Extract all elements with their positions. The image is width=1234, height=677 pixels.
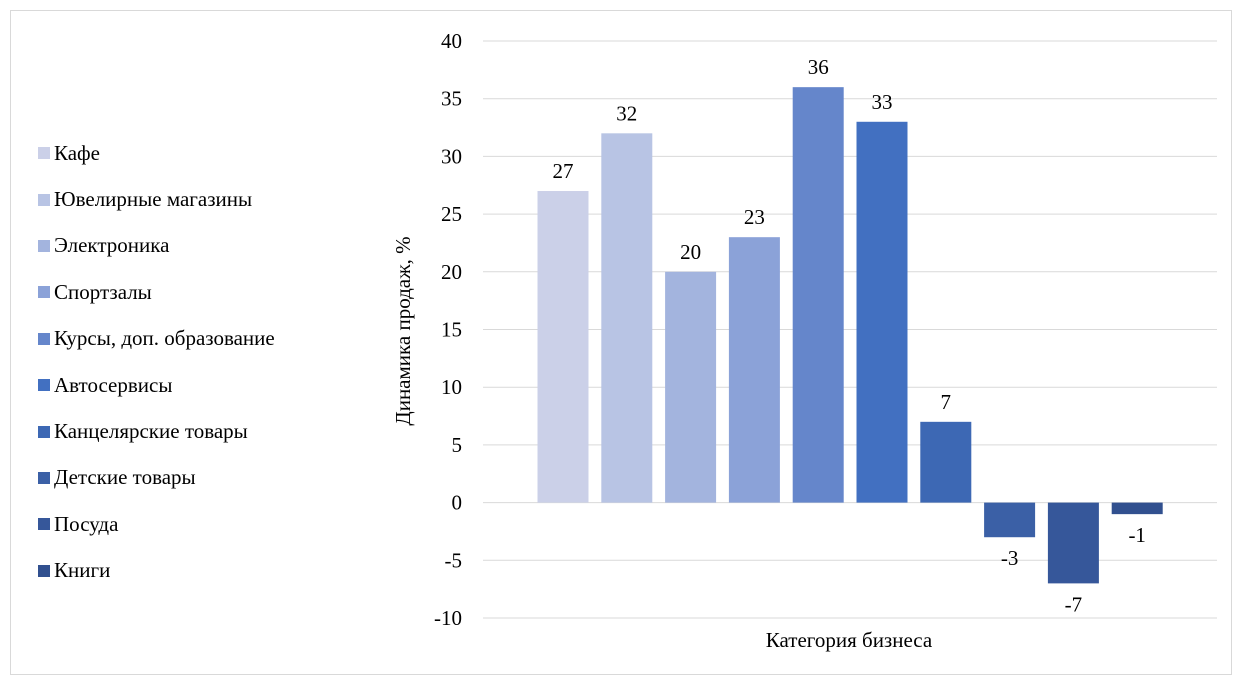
data-label: 23: [744, 205, 765, 229]
y-tick-label: 0: [452, 491, 463, 515]
legend: Кафе Ювелирные магазины Электроника Спортза…: [38, 130, 368, 594]
legend-item: Посуда: [38, 501, 368, 547]
y-tick-label: 15: [441, 318, 462, 342]
legend-swatch: [38, 379, 50, 392]
y-tick-label: -5: [445, 548, 463, 572]
data-label: 33: [872, 90, 893, 114]
data-label: 36: [808, 55, 829, 79]
legend-item: Курсы, доп. образование: [38, 316, 368, 362]
data-label: -7: [1065, 592, 1083, 616]
legend-swatch: [38, 286, 50, 299]
bar: [1047, 502, 1099, 584]
legend-label: Курсы, доп. образование: [54, 326, 275, 351]
bar: [856, 121, 908, 503]
gridlines: [483, 40, 1217, 619]
legend-item: Канцелярские товары: [38, 408, 368, 454]
legend-swatch: [38, 471, 50, 484]
y-tick-label: 30: [441, 144, 462, 168]
bar: [920, 421, 972, 503]
data-label: 27: [553, 159, 574, 183]
legend-item: Спортзалы: [38, 269, 368, 315]
legend-swatch: [38, 239, 50, 252]
y-tick-label: 5: [452, 433, 463, 457]
data-label: -3: [1001, 546, 1019, 570]
legend-label: Книги: [54, 558, 111, 583]
legend-label: Детские товары: [54, 465, 196, 490]
legend-item: Ювелирные магазины: [38, 176, 368, 222]
bar: [665, 271, 717, 503]
legend-label: Канцелярские товары: [54, 419, 248, 444]
legend-swatch: [38, 425, 50, 438]
legend-swatch: [38, 147, 50, 160]
legend-item: Электроника: [38, 223, 368, 269]
y-tick-label: 20: [441, 260, 462, 284]
data-labels: 27 32 20 23 36 33 7 -3 -7 -1: [553, 55, 1146, 616]
y-tick-label: 35: [441, 87, 462, 111]
y-tick-label: 25: [441, 202, 462, 226]
y-tick-label: 40: [441, 29, 462, 53]
y-tick-label: 10: [441, 375, 462, 399]
bar: [537, 191, 589, 503]
legend-label: Автосервисы: [54, 372, 173, 397]
legend-item: Книги: [38, 548, 368, 594]
legend-swatch: [38, 332, 50, 345]
y-tick-label: -10: [434, 606, 462, 630]
legend-label: Спортзалы: [54, 279, 152, 304]
y-axis-label: Динамика продаж, %: [391, 236, 415, 425]
data-label: 20: [680, 240, 701, 264]
legend-item: Автосервисы: [38, 362, 368, 408]
legend-label: Кафе: [54, 140, 100, 165]
legend-label: Ювелирные магазины: [54, 187, 253, 212]
legend-label: Электроника: [54, 233, 170, 258]
legend-swatch: [38, 518, 50, 531]
data-label: 32: [616, 101, 637, 125]
data-label: 7: [941, 390, 952, 414]
y-axis-tick-labels: -10 -5 0 5 10 15 20 25 30 35 40: [434, 29, 462, 630]
x-axis-label: Категория бизнеса: [766, 628, 933, 652]
legend-label: Посуда: [54, 511, 119, 536]
bar: [1111, 502, 1163, 515]
data-label: -1: [1128, 523, 1146, 547]
legend-item: Детские товары: [38, 455, 368, 501]
bar: [984, 502, 1036, 538]
legend-swatch: [38, 564, 50, 577]
bar: [792, 87, 844, 503]
legend-swatch: [38, 193, 50, 206]
legend-item: Кафе: [38, 130, 368, 176]
bar: [601, 133, 653, 503]
bars: [537, 87, 1163, 584]
bar: [728, 237, 780, 503]
